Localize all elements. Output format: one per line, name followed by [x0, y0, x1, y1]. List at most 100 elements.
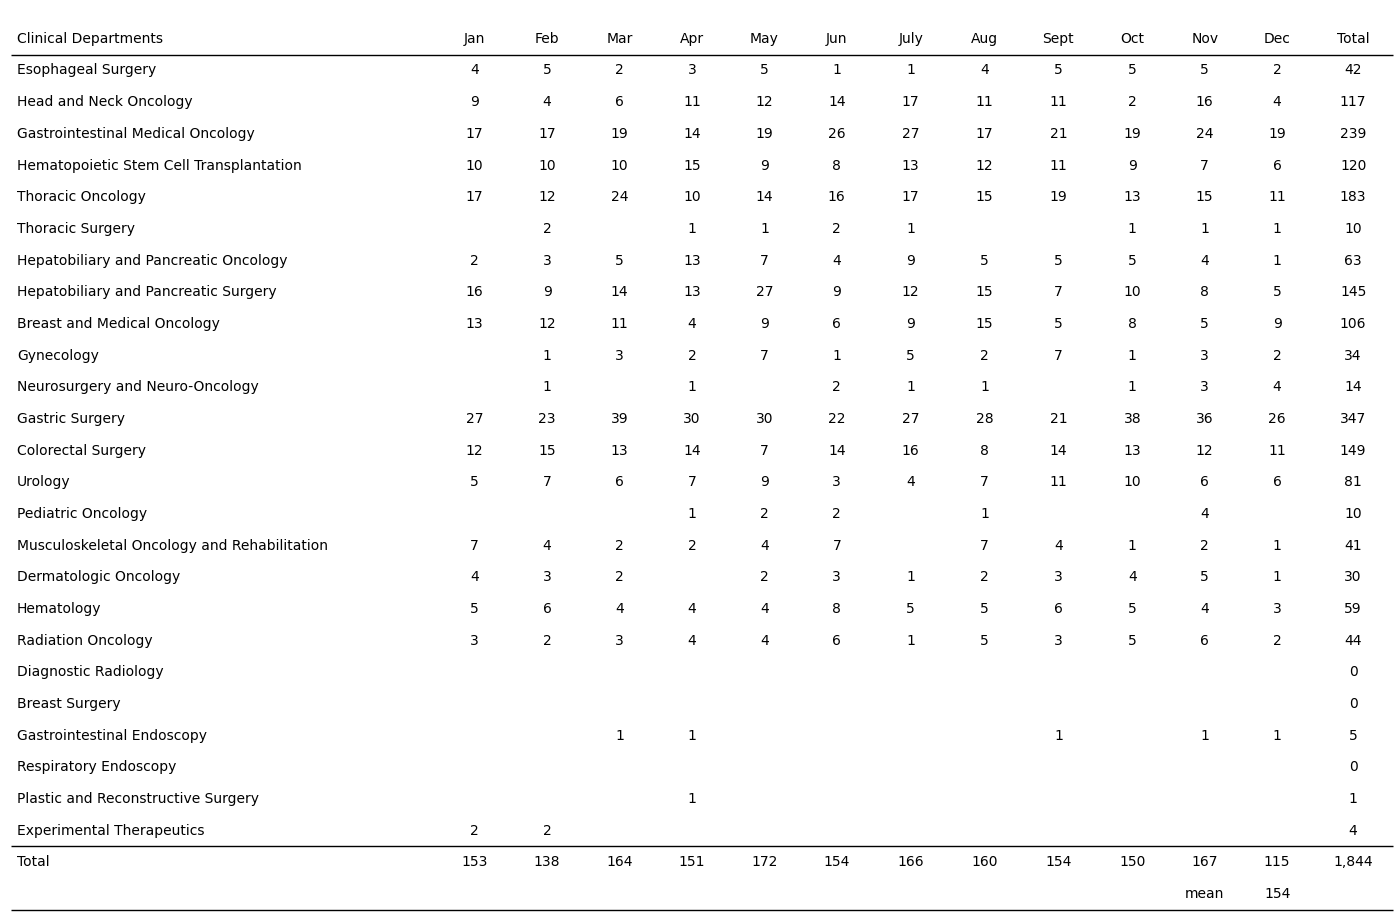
Text: 11: 11 — [1050, 158, 1067, 173]
Text: 13: 13 — [683, 285, 701, 300]
Text: 5: 5 — [980, 602, 988, 616]
Text: 7: 7 — [760, 444, 769, 458]
Text: 11: 11 — [1268, 444, 1287, 458]
Text: 12: 12 — [756, 96, 773, 109]
Text: 21: 21 — [1050, 127, 1067, 141]
Text: 4: 4 — [760, 602, 769, 616]
Text: Pediatric Oncology: Pediatric Oncology — [17, 507, 147, 521]
Text: May: May — [750, 32, 778, 46]
Text: 11: 11 — [976, 96, 994, 109]
Text: 3: 3 — [615, 348, 624, 362]
Text: 7: 7 — [687, 475, 696, 489]
Text: Hepatobiliary and Pancreatic Surgery: Hepatobiliary and Pancreatic Surgery — [17, 285, 276, 300]
Text: 12: 12 — [902, 285, 920, 300]
Text: 9: 9 — [1273, 317, 1281, 331]
Text: 2: 2 — [1273, 63, 1281, 77]
Text: 154: 154 — [823, 856, 850, 869]
Text: 2: 2 — [1273, 348, 1281, 362]
Text: 8: 8 — [1200, 285, 1210, 300]
Text: July: July — [899, 32, 923, 46]
Text: 19: 19 — [610, 127, 629, 141]
Text: 4: 4 — [1273, 96, 1281, 109]
Text: 1: 1 — [906, 633, 916, 648]
Text: 5: 5 — [1128, 602, 1137, 616]
Text: 17: 17 — [466, 190, 483, 204]
Text: Respiratory Endoscopy: Respiratory Endoscopy — [17, 760, 176, 775]
Text: 6: 6 — [1200, 633, 1210, 648]
Text: 11: 11 — [683, 96, 701, 109]
Text: Thoracic Oncology: Thoracic Oncology — [17, 190, 146, 204]
Text: 14: 14 — [827, 444, 846, 458]
Text: 239: 239 — [1340, 127, 1366, 141]
Text: 9: 9 — [760, 317, 769, 331]
Text: 6: 6 — [1054, 602, 1063, 616]
Text: Breast Surgery: Breast Surgery — [17, 697, 120, 711]
Text: 13: 13 — [902, 158, 920, 173]
Text: 10: 10 — [1123, 285, 1141, 300]
Text: Clinical Departments: Clinical Departments — [17, 32, 162, 46]
Text: 12: 12 — [466, 444, 483, 458]
Text: 1: 1 — [1273, 539, 1281, 552]
Text: Jan: Jan — [463, 32, 486, 46]
Text: 1,844: 1,844 — [1333, 856, 1373, 869]
Text: 1: 1 — [980, 380, 988, 394]
Text: 7: 7 — [833, 539, 841, 552]
Text: 3: 3 — [470, 633, 479, 648]
Text: Apr: Apr — [680, 32, 704, 46]
Text: 3: 3 — [1054, 571, 1063, 584]
Text: 2: 2 — [1128, 96, 1137, 109]
Text: 5: 5 — [1348, 729, 1358, 743]
Text: 42: 42 — [1344, 63, 1362, 77]
Text: 160: 160 — [972, 856, 998, 869]
Text: 3: 3 — [1273, 602, 1281, 616]
Text: 6: 6 — [615, 96, 624, 109]
Text: 44: 44 — [1344, 633, 1362, 648]
Text: 16: 16 — [1196, 96, 1214, 109]
Text: 0: 0 — [1348, 760, 1358, 775]
Text: 115: 115 — [1264, 856, 1291, 869]
Text: 172: 172 — [752, 856, 777, 869]
Text: 5: 5 — [470, 475, 479, 489]
Text: 9: 9 — [906, 254, 916, 267]
Text: Oct: Oct — [1120, 32, 1144, 46]
Text: 9: 9 — [543, 285, 552, 300]
Text: 24: 24 — [610, 190, 629, 204]
Text: 12: 12 — [539, 190, 556, 204]
Text: 4: 4 — [980, 63, 988, 77]
Text: 2: 2 — [543, 823, 552, 837]
Text: 17: 17 — [902, 190, 920, 204]
Text: 4: 4 — [1348, 823, 1358, 837]
Text: 5: 5 — [980, 633, 988, 648]
Text: 5: 5 — [1054, 63, 1063, 77]
Text: 7: 7 — [1054, 348, 1063, 362]
Text: 4: 4 — [1273, 380, 1281, 394]
Text: 17: 17 — [976, 127, 994, 141]
Text: 6: 6 — [833, 633, 841, 648]
Text: 4: 4 — [1128, 571, 1137, 584]
Text: 2: 2 — [833, 380, 841, 394]
Text: 7: 7 — [470, 539, 479, 552]
Text: 5: 5 — [543, 63, 552, 77]
Text: 1: 1 — [543, 348, 552, 362]
Text: 1: 1 — [1128, 221, 1137, 236]
Text: 2: 2 — [615, 539, 624, 552]
Text: 2: 2 — [470, 254, 479, 267]
Text: 1: 1 — [1128, 348, 1137, 362]
Text: Aug: Aug — [972, 32, 998, 46]
Text: 15: 15 — [976, 317, 994, 331]
Text: 14: 14 — [756, 190, 773, 204]
Text: 0: 0 — [1348, 697, 1358, 711]
Text: 26: 26 — [1268, 412, 1287, 425]
Text: 5: 5 — [906, 348, 916, 362]
Text: Diagnostic Radiology: Diagnostic Radiology — [17, 665, 164, 679]
Text: 5: 5 — [1200, 317, 1210, 331]
Text: Total: Total — [1337, 32, 1369, 46]
Text: 1: 1 — [833, 63, 841, 77]
Text: Head and Neck Oncology: Head and Neck Oncology — [17, 96, 192, 109]
Text: Colorectal Surgery: Colorectal Surgery — [17, 444, 146, 458]
Text: Neurosurgery and Neuro-Oncology: Neurosurgery and Neuro-Oncology — [17, 380, 259, 394]
Text: Hematopoietic Stem Cell Transplantation: Hematopoietic Stem Cell Transplantation — [17, 158, 301, 173]
Text: 8: 8 — [833, 602, 841, 616]
Text: 30: 30 — [756, 412, 773, 425]
Text: 4: 4 — [1054, 539, 1063, 552]
